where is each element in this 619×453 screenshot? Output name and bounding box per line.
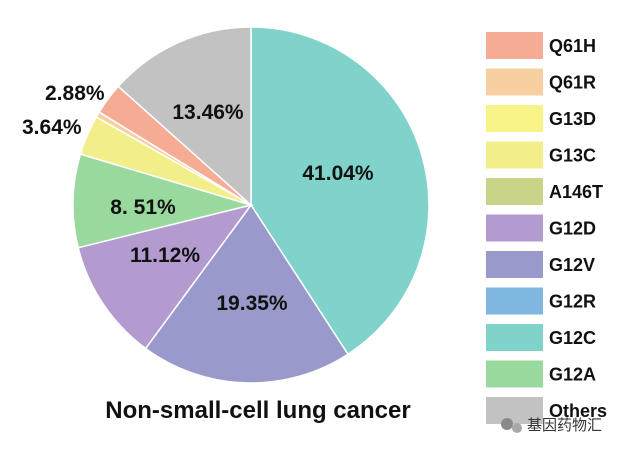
legend-label-a146t: A146T (549, 182, 603, 202)
legend-label-g12c: G12C (549, 328, 596, 348)
legend-label-g12r: G12R (549, 292, 596, 312)
legend-label-g12v: G12V (549, 255, 595, 275)
pie-slice-others (117, 26, 252, 207)
pie-slices (72, 26, 430, 384)
legend-label-g13d: G13D (549, 109, 596, 129)
slice-label-g12v: 19.35% (216, 292, 288, 315)
slice-label-g12a: 8. 51% (110, 196, 176, 219)
legend-label-g12a: G12A (549, 365, 596, 385)
legend-swatch-g13c (486, 141, 543, 169)
legend-swatch-a146t (486, 178, 543, 205)
chart-title: Non-small-cell lung cancer (105, 397, 410, 424)
legend-swatch-g12r (486, 287, 543, 315)
pie-slice-g12d (77, 203, 253, 350)
legend-swatch-g12c (486, 324, 543, 351)
legend-label-q61r: Q61R (549, 73, 596, 93)
legend-swatch-g13d (486, 105, 543, 132)
legend-swatch-q61h (486, 32, 543, 59)
slice-labels: 41.04% 19.35% 11.12% 8. 51% 3.64% 2.88% … (22, 82, 374, 315)
watermark: 基因药物汇 (501, 416, 602, 434)
pie-slice-g12v (144, 203, 349, 384)
legend-swatch-g12d (486, 214, 543, 242)
watermark-text: 基因药物汇 (527, 416, 602, 434)
slice-label-g12c: 41.04% (302, 162, 374, 185)
legend-swatch-g12a (486, 360, 543, 388)
legend-swatch-others (486, 397, 543, 424)
slice-label-others: 13.46% (172, 101, 244, 124)
slice-label-q61h: 2.88% (45, 82, 105, 105)
legend-label-q61h: Q61H (549, 36, 596, 56)
slice-label-g12d: 11.12% (130, 244, 200, 267)
slice-label-g13c: 3.64% (22, 116, 82, 139)
legend-label-others: Others (549, 401, 607, 421)
pie-slice-g12a (72, 153, 254, 249)
wechat-icon (501, 418, 522, 433)
legend-swatch-g12v (486, 251, 543, 278)
legend-swatch-q61r (486, 68, 543, 96)
legend-label-g13c: G13C (549, 146, 596, 166)
legend: Q61H Q61R G13D G13C A146T G12D G12V G12R G12C G12… (486, 32, 607, 424)
legend-label-g12d: G12D (549, 219, 596, 239)
